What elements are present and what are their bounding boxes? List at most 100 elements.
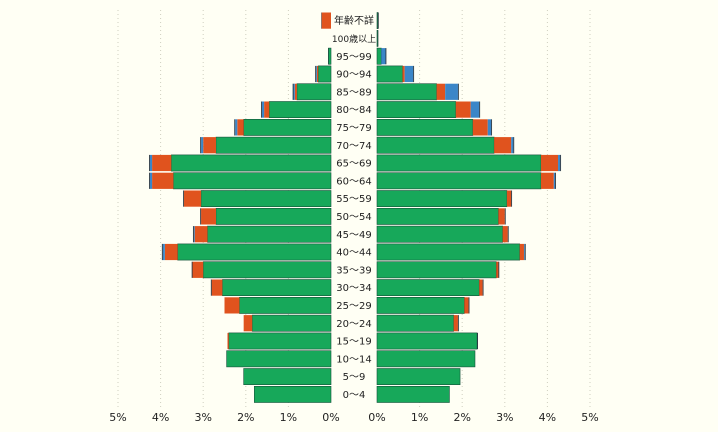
bar-right-segment — [513, 137, 515, 154]
bar-right-segment — [524, 243, 526, 261]
bar-left-segment — [264, 101, 270, 118]
bar-right-segment — [376, 296, 465, 314]
age-group-label: 5〜9 — [343, 372, 366, 383]
bar-right-segment — [376, 65, 403, 83]
bar-right-segment — [376, 279, 480, 297]
bar-left-segment — [317, 65, 332, 83]
bar-right-segment — [511, 190, 513, 207]
bar-left-segment — [193, 226, 195, 243]
age-group-label: 70〜74 — [336, 141, 371, 152]
age-group-label: 90〜94 — [336, 70, 371, 81]
age-labels: 0〜4 5〜9 10〜14 15〜19 20〜24 25〜29 30〜34 35〜39 40〜4… — [332, 14, 376, 401]
bar-right-segment — [376, 172, 542, 190]
bar-left-segment — [177, 243, 332, 261]
bar-left-segment — [227, 332, 229, 350]
bar-left-segment — [152, 172, 174, 189]
bar-right-segment — [464, 297, 469, 314]
bar-left-segment — [170, 154, 332, 172]
bar-right-segment — [560, 154, 562, 172]
bar-left-segment — [149, 172, 153, 189]
bar-left-segment — [237, 119, 244, 136]
age-group-label: 95〜99 — [336, 52, 371, 63]
bar-left-segment — [222, 279, 332, 297]
bar-right-segment — [376, 47, 382, 65]
bar-left-segment — [316, 65, 317, 83]
bar-left-segment — [215, 208, 332, 225]
bar-left-segment — [294, 83, 297, 100]
bar-right-segment — [498, 261, 500, 278]
bar-right-segment — [402, 65, 405, 83]
bar-left-segment — [239, 296, 332, 314]
bar-left-segment — [200, 190, 332, 208]
bar-right-segment — [498, 208, 505, 225]
bar-right-segment — [376, 154, 542, 172]
bar-right-segment — [376, 190, 508, 208]
bar-right-segment — [381, 48, 386, 65]
x-tick-label-left: 1% — [280, 411, 297, 424]
age-group-label: 50〜54 — [336, 212, 371, 223]
age-group-label: 25〜29 — [336, 301, 371, 312]
bar-left-segment — [183, 190, 185, 207]
x-tick-label-left: 3% — [194, 411, 211, 424]
bar-left-segment — [316, 65, 319, 83]
bar-left-segment — [328, 47, 332, 65]
bar-right-segment — [468, 297, 470, 314]
bar-right-segment — [376, 136, 495, 154]
bar-right-segment — [506, 190, 512, 207]
x-tick-label-left: 5% — [109, 411, 126, 424]
bar-left-segment — [315, 65, 317, 83]
bar-left-segment — [184, 190, 202, 207]
bar-right-segment — [376, 314, 454, 332]
x-tick-label-right: 5% — [581, 411, 598, 424]
bar-left-segment — [224, 297, 240, 314]
bar-right-segment — [553, 172, 556, 189]
bar-right-segment — [470, 101, 480, 118]
bar-right-segment — [479, 279, 483, 296]
bar-right-segment — [558, 154, 561, 172]
bar-right-segment — [487, 119, 492, 136]
bar-right-segment — [376, 12, 379, 30]
bar-right-segment — [413, 65, 415, 83]
bar-right-segment — [472, 119, 488, 136]
bar-right-segment — [376, 225, 503, 243]
bar-left-segment — [194, 226, 208, 243]
bar-right-segment — [494, 137, 512, 154]
age-group-label: 80〜84 — [336, 105, 371, 116]
bar-left-segment — [173, 172, 332, 190]
bar-left-segment — [152, 154, 172, 172]
bar-left-segment — [321, 12, 331, 29]
bar-left-segment — [164, 243, 178, 261]
x-axis-ticks: 5% 4% 3% 2% 1% 0% 0% 1% 2% 3% 4% 5% — [109, 411, 598, 424]
bar-left-segment — [243, 368, 332, 386]
bar-right-segment — [555, 172, 556, 189]
bar-left-segment — [201, 137, 204, 154]
bar-left-segment — [162, 243, 165, 261]
bar-right-segment — [482, 279, 484, 296]
bar-left-segment — [207, 225, 332, 243]
bar-right-segment — [376, 350, 476, 368]
bar-left-segment — [161, 243, 163, 261]
bar-left-segment — [201, 208, 216, 225]
bar-right-segment — [523, 243, 525, 261]
bar-right-segment — [504, 208, 506, 225]
bar-left-segment — [292, 83, 294, 100]
bar-right-segment — [376, 243, 521, 261]
bar-left-segment — [211, 279, 223, 296]
bar-left-segment — [235, 119, 238, 136]
bar-right-segment — [457, 315, 459, 332]
age-group-label: 年齢不詳 — [334, 14, 374, 27]
x-tick-label-right: 1% — [411, 411, 428, 424]
bar-left-segment — [149, 154, 153, 172]
bar-left-segment — [191, 261, 193, 278]
x-tick-label-right: 3% — [496, 411, 513, 424]
bar-left-segment — [149, 172, 150, 189]
bar-right-segment — [376, 208, 499, 225]
bar-right-segment — [541, 172, 554, 189]
age-group-label: 75〜79 — [336, 123, 371, 134]
bars — [149, 12, 562, 403]
bar-right-segment — [496, 261, 499, 278]
bar-right-segment — [404, 65, 414, 83]
bar-right-segment — [376, 101, 457, 119]
bar-right-segment — [445, 83, 458, 100]
